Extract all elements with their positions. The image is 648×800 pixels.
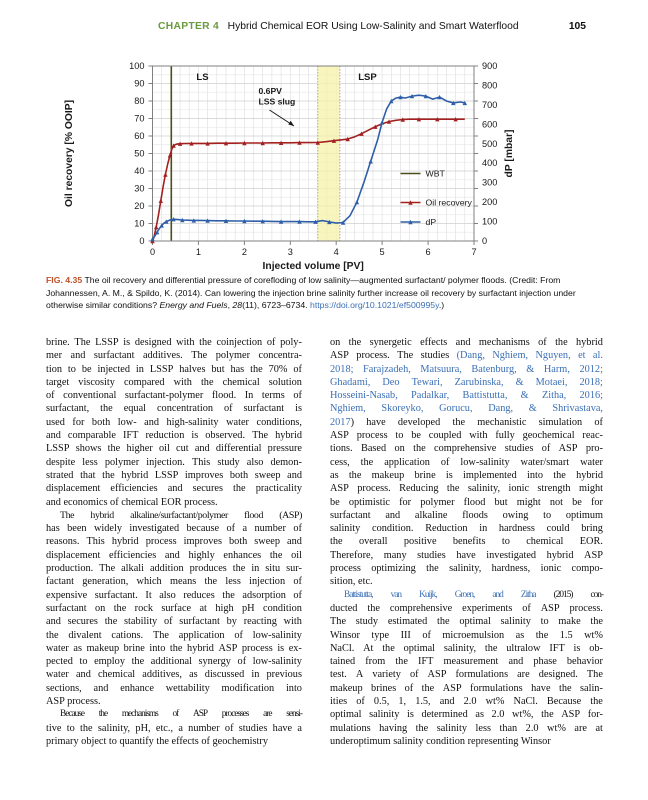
svg-text:6: 6 xyxy=(426,247,431,257)
svg-text:700: 700 xyxy=(482,100,497,110)
svg-text:5: 5 xyxy=(380,247,385,257)
svg-text:1: 1 xyxy=(196,247,201,257)
svg-text:Oil recovery [% OOIP]: Oil recovery [% OOIP] xyxy=(64,100,75,207)
svg-text:100: 100 xyxy=(129,61,144,71)
svg-text:800: 800 xyxy=(482,80,497,90)
svg-text:4: 4 xyxy=(334,247,339,257)
svg-text:dP: dP xyxy=(426,217,437,227)
svg-text:30: 30 xyxy=(134,184,144,194)
svg-text:50: 50 xyxy=(134,149,144,159)
svg-text:20: 20 xyxy=(134,201,144,211)
svg-text:40: 40 xyxy=(134,166,144,176)
svg-text:LSP: LSP xyxy=(358,72,377,83)
svg-text:500: 500 xyxy=(482,139,497,149)
svg-text:70: 70 xyxy=(134,114,144,124)
svg-text:100: 100 xyxy=(482,217,497,227)
svg-text:10: 10 xyxy=(134,219,144,229)
svg-text:WBT: WBT xyxy=(426,169,446,179)
svg-text:0.6PV: 0.6PV xyxy=(259,86,283,96)
svg-text:3: 3 xyxy=(288,247,293,257)
svg-text:0: 0 xyxy=(482,236,487,246)
svg-text:Injected volume [PV]: Injected volume [PV] xyxy=(263,261,364,272)
svg-text:60: 60 xyxy=(134,131,144,141)
svg-text:dP [mbar]: dP [mbar] xyxy=(504,130,515,178)
svg-text:80: 80 xyxy=(134,96,144,106)
svg-text:LSS slug: LSS slug xyxy=(259,97,296,107)
svg-text:400: 400 xyxy=(482,158,497,168)
svg-text:7: 7 xyxy=(471,247,476,257)
svg-text:Oil recovery: Oil recovery xyxy=(426,198,473,208)
svg-text:LS: LS xyxy=(196,72,208,83)
svg-text:200: 200 xyxy=(482,197,497,207)
svg-text:900: 900 xyxy=(482,61,497,71)
svg-text:600: 600 xyxy=(482,119,497,129)
svg-text:90: 90 xyxy=(134,79,144,89)
svg-text:0: 0 xyxy=(139,236,144,246)
svg-text:0: 0 xyxy=(150,247,155,257)
svg-text:300: 300 xyxy=(482,178,497,188)
svg-text:2: 2 xyxy=(242,247,247,257)
